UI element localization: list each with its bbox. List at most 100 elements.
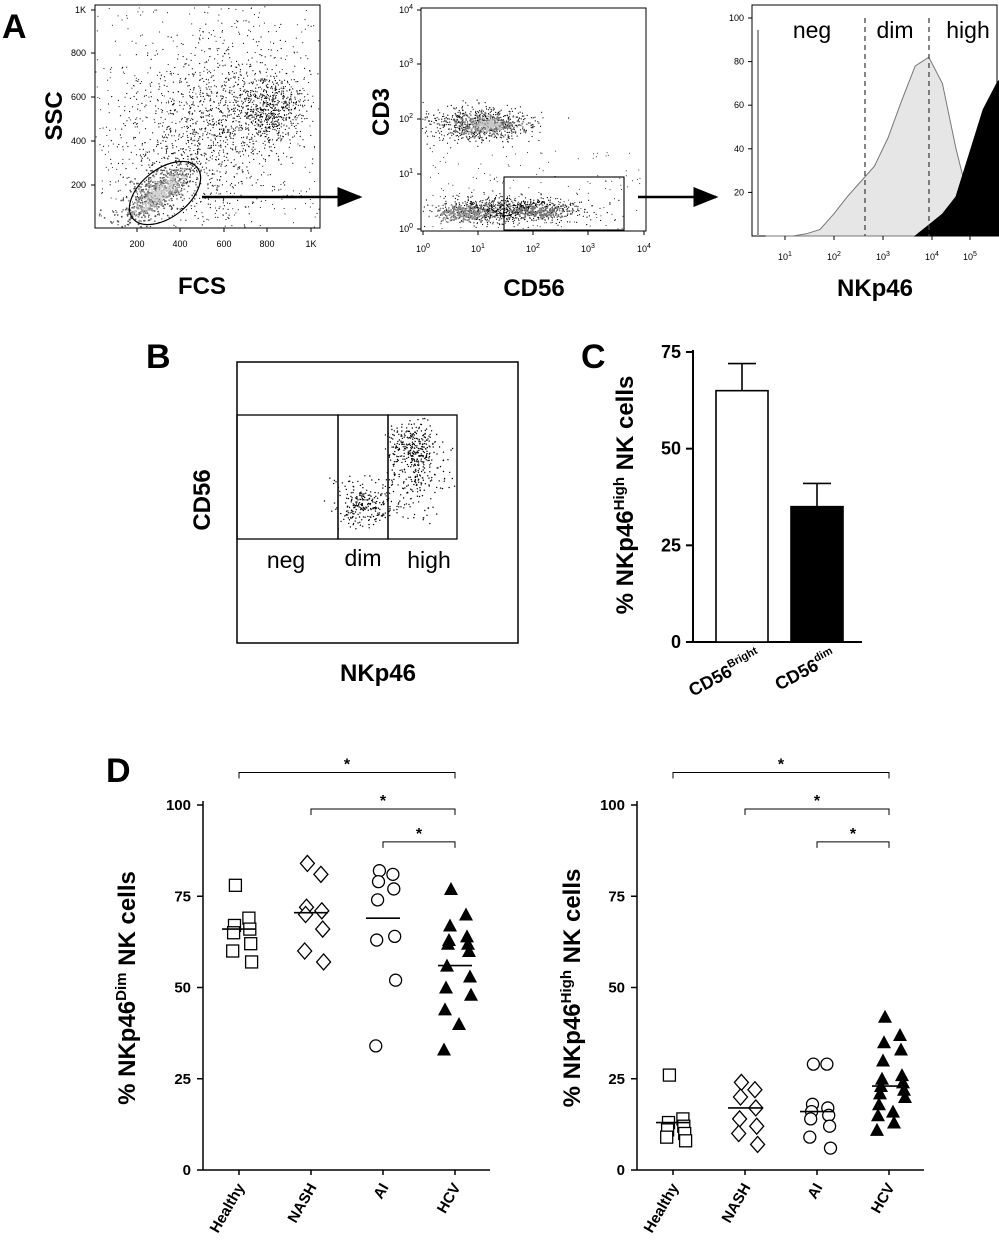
event-dot <box>287 82 289 84</box>
x-tick-label: 800 <box>259 239 274 249</box>
event-dot <box>465 135 468 138</box>
event-dot <box>461 105 464 107</box>
event-dot <box>165 152 167 154</box>
event-dot <box>427 120 430 122</box>
event-dot <box>123 72 125 75</box>
event-dot <box>150 184 152 186</box>
event-dot <box>210 108 212 110</box>
event-dot <box>563 210 565 212</box>
event-dot <box>155 204 158 206</box>
event-dot <box>182 205 184 207</box>
event-dot <box>275 97 277 99</box>
event-dot <box>528 207 530 209</box>
event-dot <box>187 118 189 120</box>
event-dot <box>457 131 459 133</box>
event-dot <box>437 109 439 111</box>
event-dot <box>483 117 486 120</box>
event-dot <box>227 216 229 219</box>
event-dot <box>136 117 138 119</box>
event-dot <box>139 35 142 37</box>
event-dot <box>250 152 252 154</box>
event-dot <box>122 163 124 165</box>
event-dot <box>262 132 264 135</box>
event-dot <box>452 119 455 121</box>
event-dot <box>472 108 474 110</box>
event-dot <box>486 226 488 228</box>
event-dot <box>244 82 246 84</box>
event-dot <box>206 119 208 121</box>
event-dot <box>177 58 179 60</box>
event-dot <box>492 132 495 135</box>
event-dot <box>178 91 180 93</box>
event-dot <box>513 204 515 206</box>
event-dot <box>188 64 190 66</box>
event-dot <box>542 198 544 200</box>
event-dot <box>454 139 456 142</box>
event-dot <box>254 94 256 96</box>
event-dot <box>307 82 310 84</box>
event-dot <box>575 210 577 213</box>
event-dot <box>489 107 491 109</box>
event-dot <box>456 122 459 124</box>
event-dot <box>137 91 139 93</box>
event-dot <box>259 102 261 104</box>
event-dot <box>504 215 506 217</box>
event-dot <box>189 95 191 97</box>
event-dot <box>108 112 110 114</box>
event-dot <box>148 96 150 98</box>
event-dot <box>441 211 444 214</box>
event-dot <box>175 129 177 131</box>
event-dot <box>170 206 173 208</box>
event-dot <box>530 117 533 119</box>
event-dot <box>272 122 274 124</box>
event-dot <box>518 222 520 224</box>
event-dot <box>454 215 456 218</box>
event-dot <box>251 134 254 136</box>
event-dot <box>202 133 204 135</box>
event-dot <box>490 203 492 206</box>
event-dot <box>558 221 561 223</box>
event-dot <box>250 109 253 111</box>
event-dot <box>184 63 186 65</box>
event-dot <box>163 189 166 192</box>
event-dot <box>173 213 175 215</box>
event-dot <box>261 109 263 112</box>
event-dot <box>221 60 223 62</box>
event-dot <box>137 188 139 190</box>
event-dot <box>245 90 247 92</box>
event-dot <box>273 94 275 96</box>
event-dot <box>225 126 227 128</box>
event-dot <box>254 95 256 97</box>
event-dot <box>172 81 174 83</box>
event-dot <box>467 126 469 129</box>
event-dot <box>191 23 193 25</box>
event-dot <box>277 155 279 157</box>
event-dot <box>259 163 261 165</box>
event-dot <box>248 206 250 208</box>
event-dot <box>276 125 278 127</box>
event-dot <box>180 153 183 156</box>
event-dot <box>228 214 230 216</box>
event-dot <box>141 159 143 161</box>
event-dot <box>205 61 207 63</box>
event-dot <box>207 110 209 112</box>
event-dot <box>528 122 530 124</box>
event-dot <box>264 64 266 66</box>
event-dot <box>427 204 429 206</box>
event-dot <box>214 200 216 202</box>
event-dot <box>240 109 243 112</box>
event-dot <box>210 139 212 141</box>
event-dot <box>185 77 187 79</box>
event-dot <box>571 211 574 213</box>
event-dot <box>316 213 318 215</box>
event-dot <box>532 117 534 119</box>
event-dot <box>471 195 473 197</box>
event-dot <box>114 128 117 130</box>
event-dot <box>175 189 178 192</box>
event-dot <box>186 127 189 129</box>
event-dot <box>553 205 555 207</box>
event-dot <box>240 194 242 196</box>
event-dot <box>515 205 517 207</box>
event-dot <box>520 124 522 126</box>
event-dot <box>549 208 551 210</box>
